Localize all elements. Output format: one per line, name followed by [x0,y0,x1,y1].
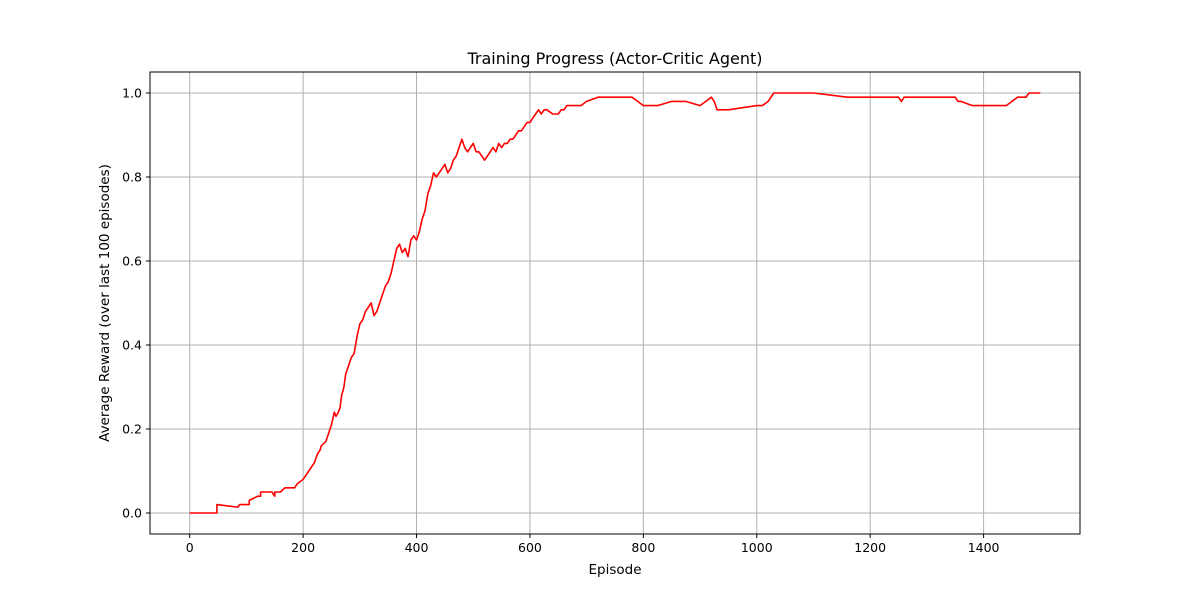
x-tick-label: 1000 [741,540,773,555]
x-tick-label: 1200 [854,540,886,555]
chart-title: Training Progress (Actor-Critic Agent) [466,49,762,68]
x-axis-label: Episode [588,562,641,578]
x-tick-label: 0 [186,540,194,555]
y-tick-label: 1.0 [122,86,142,101]
y-tick-label: 0.8 [122,170,142,185]
x-axis-ticks: 0 200 400 600 800 1000 1200 1400 [186,534,1000,555]
x-tick-label: 600 [518,540,542,555]
plot-area-frame [149,71,1081,535]
grid-lines [150,72,1080,534]
y-tick-label: 0.2 [122,422,142,437]
x-tick-label: 200 [291,540,315,555]
y-tick-label: 0.6 [122,254,142,269]
x-tick-label: 400 [405,540,429,555]
plot-series-layer [189,92,1041,514]
x-tick-label: 1400 [968,540,1000,555]
series-line-0 [189,92,1041,514]
y-axis-ticks: 0.0 0.2 0.4 0.6 0.8 1.0 [122,86,150,521]
x-tick-label: 800 [631,540,655,555]
y-tick-label: 0.4 [122,338,142,353]
y-tick-label: 0.0 [122,506,142,521]
y-axis-label: Average Reward (over last 100 episodes) [97,164,113,442]
